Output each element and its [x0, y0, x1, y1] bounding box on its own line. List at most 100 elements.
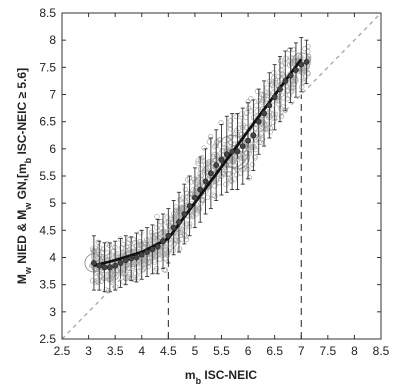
scatter-point — [270, 119, 276, 126]
y-tick-label: 5 — [49, 196, 56, 210]
scatter-point — [230, 159, 236, 165]
scatter-point — [154, 224, 160, 231]
scatter-point — [161, 251, 167, 257]
fit-line — [93, 58, 303, 267]
scatter-point — [218, 120, 224, 126]
scatter-point — [175, 238, 181, 244]
y-label-sub: b — [23, 157, 33, 163]
scatter-point — [103, 287, 109, 293]
x-tick-label: 4.5 — [160, 344, 177, 358]
scatter-point — [193, 206, 200, 213]
scatter-point — [233, 113, 239, 120]
y-tick-label: 6.5 — [39, 115, 56, 129]
scatter-point — [183, 236, 190, 242]
scatter-point — [273, 111, 279, 117]
breakpoint-lines — [167, 94, 302, 339]
scatter-point — [162, 267, 169, 273]
mean-point — [186, 202, 193, 209]
scatter-point — [265, 125, 271, 131]
scatter-point — [110, 248, 117, 254]
scatter-point — [124, 243, 130, 249]
scatter-point — [291, 81, 297, 87]
mean-point — [154, 243, 161, 250]
scatter-point — [287, 47, 293, 53]
mean-point — [287, 72, 294, 79]
y-tick-label: 5.5 — [39, 169, 56, 183]
y-tick-label: 2.5 — [39, 332, 56, 346]
scatter-point — [234, 171, 240, 178]
scatter-point — [130, 237, 137, 243]
x-tick-label: 3 — [85, 344, 92, 358]
mean-point — [96, 262, 103, 269]
scatter-point — [114, 273, 120, 279]
x-ticks: 2.5 3 3.5 4 4.5 5 5.5 6 6.5 7 7.5 8 8.5 — [54, 13, 390, 358]
scatter-point — [299, 84, 305, 90]
mean-point — [261, 110, 267, 117]
mean-point — [293, 67, 299, 73]
mean-point — [117, 260, 124, 266]
scatter-point — [182, 227, 188, 234]
y-tick-label: 3.5 — [39, 278, 56, 292]
mean-point — [101, 264, 108, 271]
scatter-point — [305, 43, 311, 50]
x-label-sub: b — [196, 376, 202, 385]
x-tick-label: 7.5 — [319, 344, 336, 358]
mean-point — [112, 262, 119, 269]
mean-point — [223, 151, 230, 158]
scatter-point — [248, 96, 254, 102]
scatter-point — [120, 279, 126, 285]
x-tick-label: 5.5 — [213, 344, 230, 358]
scatter-point — [164, 249, 171, 255]
x-tick-label: 3.5 — [107, 344, 124, 358]
mean-point — [138, 251, 145, 258]
scatter-point — [196, 206, 202, 212]
scatter-point — [252, 153, 258, 160]
scatter-point — [108, 275, 115, 281]
scatter-point — [227, 177, 234, 183]
scatter-point — [176, 246, 183, 252]
x-tick-label: 6.5 — [266, 344, 283, 358]
mean-point — [298, 61, 305, 68]
scatter-point — [272, 77, 279, 84]
scatter-point — [228, 140, 234, 146]
mean-point — [106, 264, 113, 271]
scatter-point — [100, 246, 107, 252]
scatter-point — [171, 215, 177, 221]
mean-point — [91, 260, 97, 266]
scatter-point — [151, 238, 157, 244]
mean-point — [160, 238, 166, 245]
scatter-point — [240, 122, 247, 129]
scatter-point — [154, 213, 160, 220]
scatter-point — [267, 129, 273, 135]
x-tick-label: 2.5 — [54, 344, 71, 358]
scatter-point — [172, 213, 178, 220]
mean-point — [181, 211, 188, 217]
mean-point — [266, 102, 273, 109]
mean-point — [250, 132, 257, 139]
scatter-point — [95, 247, 101, 253]
scatter-point — [279, 62, 285, 68]
mean-point — [234, 148, 241, 155]
y-label-sub: w — [23, 266, 33, 275]
y-tick-label: 7.5 — [39, 60, 56, 74]
y-label-part: M — [15, 274, 29, 284]
scatter-point — [286, 92, 292, 98]
scatter-point — [281, 95, 287, 101]
x-label-rest: ISC-NEIC — [201, 368, 257, 382]
scatter-point — [217, 137, 223, 143]
scatter-point — [177, 196, 183, 203]
scatter-point — [142, 240, 149, 246]
scatter-point — [223, 181, 229, 188]
mean-point — [207, 170, 214, 177]
mean-point — [128, 255, 135, 262]
scatter-point — [206, 139, 212, 145]
scatter-point — [277, 58, 284, 64]
y-label-part: NIED & M — [15, 210, 29, 267]
y-tick-label: 3 — [49, 305, 56, 319]
scatter-point — [199, 155, 205, 161]
mean-point — [133, 254, 140, 261]
scatter-point — [290, 46, 296, 53]
scatter-point — [95, 239, 101, 245]
scatter-point — [227, 126, 234, 132]
